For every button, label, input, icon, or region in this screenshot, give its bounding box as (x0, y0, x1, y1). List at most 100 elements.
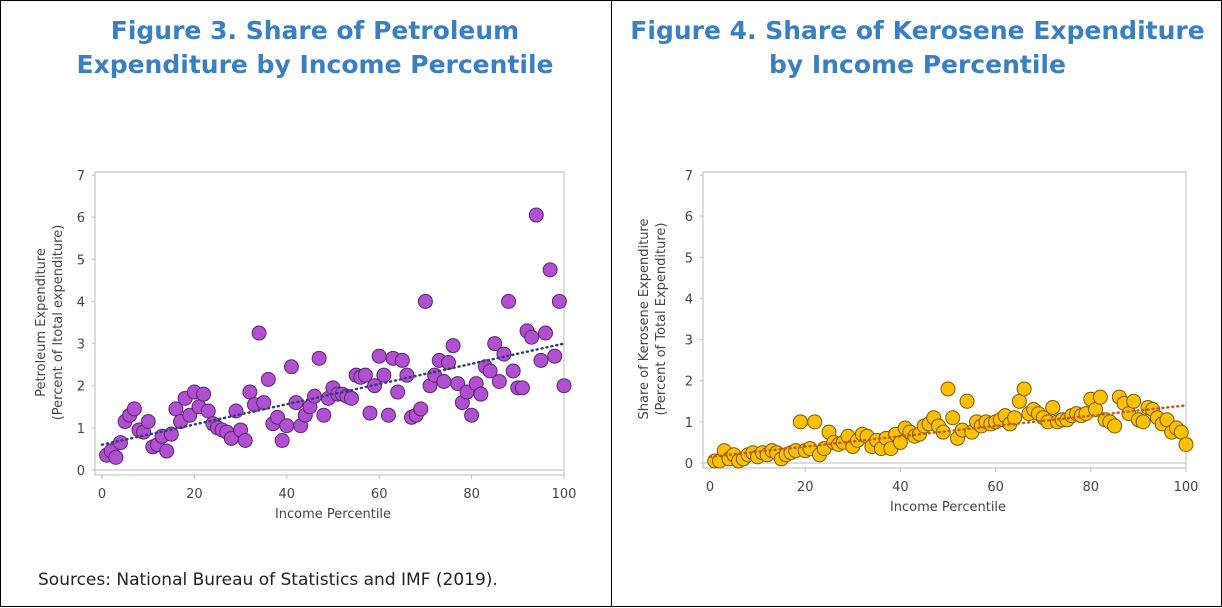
x-tick-label: 80 (463, 487, 480, 502)
plot-frame (702, 171, 1187, 469)
data-point (491, 374, 507, 389)
y-tick-label: 0 (685, 457, 693, 472)
x-tick-label: 0 (706, 480, 714, 495)
x-tick-label: 60 (987, 480, 1004, 495)
x-tick-label: 40 (892, 480, 909, 495)
y-axis-label: Share of Kerosene Expenditure (637, 219, 652, 420)
data-point (551, 293, 567, 309)
y-tick-label: 5 (685, 251, 693, 266)
x-axis-label: Income Percentile (275, 507, 391, 522)
data-point (514, 380, 530, 396)
x-tick-label: 40 (279, 487, 296, 502)
data-point (1135, 414, 1151, 430)
data-point (487, 336, 503, 352)
data-point (940, 381, 956, 397)
data-point (482, 363, 498, 379)
sources: Sources: National Bureau of Statistics a… (38, 570, 498, 590)
y-tick-label: 4 (77, 295, 85, 310)
data-point (307, 388, 323, 404)
data-point (316, 407, 332, 423)
data-point (399, 367, 415, 383)
x-tick-label: 0 (98, 487, 106, 502)
data-point (413, 401, 429, 417)
y-tick-label: 2 (77, 380, 85, 395)
y-tick-label: 0 (77, 464, 85, 479)
x-tick-label: 20 (186, 487, 203, 502)
data-point (1045, 399, 1061, 415)
y-axis-label: Petroleum Expenditure (34, 248, 49, 397)
data-point (501, 293, 517, 309)
y-tick-label: 1 (685, 416, 693, 431)
y-tick-label: 2 (685, 375, 693, 390)
data-point (260, 371, 276, 387)
data-point (283, 359, 299, 375)
y-axis-label: (Percent of ltotal expenditure) (51, 225, 66, 421)
data-point (445, 338, 461, 354)
data-point (417, 293, 433, 309)
data-point (288, 395, 304, 411)
figure-title: Figure 4. Share of Kerosene Expenditure … (630, 16, 1205, 79)
data-point (163, 426, 179, 442)
y-tick-label: 1 (77, 422, 85, 437)
trendline (100, 342, 566, 446)
data-point (496, 346, 512, 362)
x-tick-label: 20 (797, 480, 814, 495)
data-point (547, 348, 563, 364)
data-point (270, 409, 286, 425)
data-point (792, 414, 808, 430)
data-point (108, 449, 124, 465)
x-axis-label: Income Percentile (890, 500, 1006, 515)
data-point (1126, 393, 1142, 409)
data-point (274, 433, 290, 448)
data-point (538, 325, 554, 341)
data-point (436, 374, 452, 389)
y-tick-label: 4 (685, 292, 693, 307)
data-point (182, 407, 198, 423)
data-point (251, 325, 267, 341)
data-point (450, 376, 466, 392)
y-tick-label: 6 (685, 210, 693, 225)
data-point (362, 405, 378, 421)
y-tick-label: 5 (77, 253, 85, 268)
data-point (464, 407, 480, 423)
data-point (376, 367, 392, 383)
x-tick-label: 100 (552, 487, 577, 502)
data-point (279, 418, 295, 434)
data-point (140, 414, 156, 430)
data-point (1178, 436, 1194, 452)
data-point (311, 350, 327, 366)
data-point (807, 414, 823, 430)
plot-frame (94, 171, 565, 476)
data-point (556, 378, 572, 394)
data-point (371, 348, 387, 364)
data-point (533, 352, 549, 368)
data-point (237, 433, 253, 448)
data-point (357, 367, 373, 383)
data-point (959, 393, 975, 409)
data-point (945, 410, 961, 426)
data-point (242, 384, 258, 400)
y-axis-label: (Percent of Total Expenditure) (654, 222, 669, 415)
x-tick-label: 100 (1174, 480, 1199, 495)
y-tick-label: 6 (77, 211, 85, 226)
data-point (390, 384, 406, 400)
data-point (528, 207, 544, 223)
x-tick-label: 60 (371, 487, 388, 502)
trendline (708, 404, 1188, 459)
y-tick-label: 3 (685, 334, 693, 349)
data-point (126, 401, 142, 417)
data-point (394, 352, 410, 368)
data-point (542, 262, 558, 278)
data-point (524, 329, 540, 345)
y-tick-label: 7 (685, 169, 693, 184)
data-point (1016, 381, 1032, 397)
data-point (200, 403, 216, 419)
data-point (196, 386, 212, 402)
data-point (505, 363, 521, 379)
data-point (343, 390, 359, 406)
data-point (473, 386, 489, 402)
data-point (380, 407, 396, 423)
y-tick-label: 3 (77, 338, 85, 353)
